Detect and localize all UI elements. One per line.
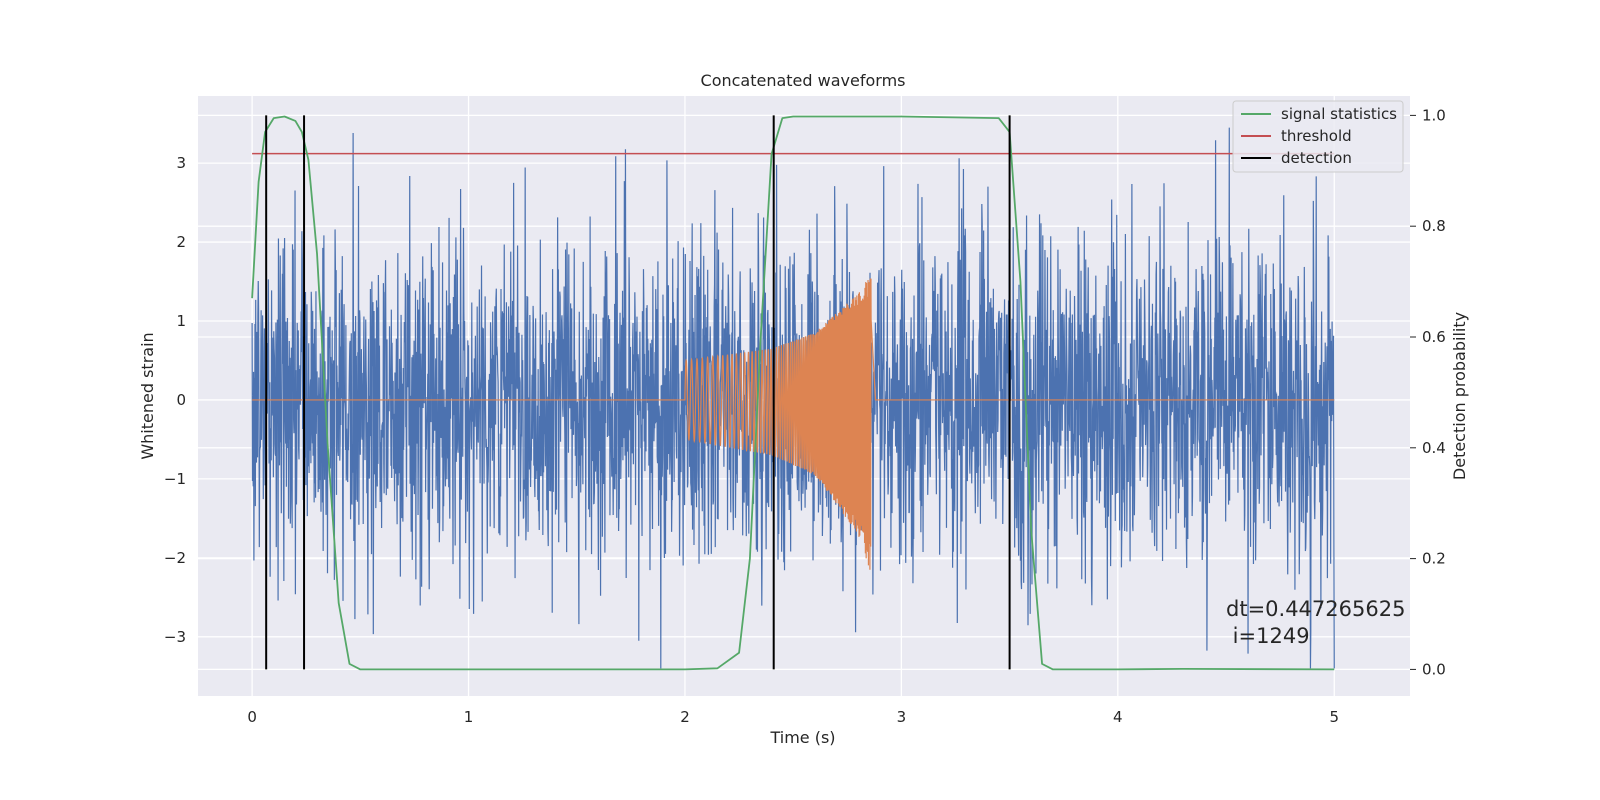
x-tick-label: 3 bbox=[897, 708, 907, 726]
y-tick-label: 1 bbox=[176, 312, 186, 330]
noise-line bbox=[251, 127, 1335, 669]
x-axis-ticks: 0 1 2 3 4 5 bbox=[247, 708, 1339, 726]
y2-tick-label: 0.2 bbox=[1422, 550, 1446, 568]
signal-statistics-line bbox=[251, 115, 1335, 671]
annotation-index: i=1249 bbox=[1226, 624, 1310, 648]
annotation-dt: dt=0.447265625 bbox=[1226, 597, 1405, 621]
legend-label-threshold: threshold bbox=[1281, 127, 1352, 145]
noise-series bbox=[251, 127, 1335, 669]
waveform-series bbox=[252, 278, 1335, 570]
y2-tick-label: 0.4 bbox=[1422, 439, 1446, 457]
x-axis-label: Time (s) bbox=[769, 728, 835, 747]
y2-axis-ticks: 0.0 0.2 0.4 0.6 0.8 1.0 bbox=[1410, 106, 1446, 678]
x-tick-label: 4 bbox=[1113, 708, 1123, 726]
y-axis-label: Whitened strain bbox=[138, 332, 157, 459]
y-tick-label: −3 bbox=[164, 628, 186, 646]
x-tick-label: 5 bbox=[1329, 708, 1339, 726]
x-tick-label: 0 bbox=[247, 708, 257, 726]
y-tick-label: 3 bbox=[176, 154, 186, 172]
signal-statistics-series bbox=[251, 115, 1335, 671]
y-tick-label: −1 bbox=[164, 470, 186, 488]
legend-label-detection: detection bbox=[1281, 149, 1352, 167]
x-tick-label: 1 bbox=[464, 708, 474, 726]
legend-label-signal-statistics: signal statistics bbox=[1281, 105, 1397, 123]
y-tick-label: −2 bbox=[164, 549, 186, 567]
chart-title: Concatenated waveforms bbox=[701, 71, 906, 90]
legend-box bbox=[1232, 100, 1404, 173]
legend: signal statistics threshold detection bbox=[1232, 100, 1404, 173]
waveform-line bbox=[252, 278, 1335, 570]
y2-tick-label: 0.0 bbox=[1422, 660, 1446, 678]
detection-series bbox=[265, 115, 1011, 670]
y2-axis-label: Detection probability bbox=[1450, 312, 1469, 480]
y-axis-ticks: −3 −2 −1 0 1 2 3 bbox=[164, 154, 186, 646]
y2-tick-label: 1.0 bbox=[1422, 106, 1446, 124]
y-tick-label: 0 bbox=[176, 391, 186, 409]
x-tick-label: 2 bbox=[680, 708, 690, 726]
y2-tick-label: 0.8 bbox=[1422, 217, 1446, 235]
y-tick-label: 2 bbox=[176, 233, 186, 251]
y2-tick-label: 0.6 bbox=[1422, 328, 1446, 346]
